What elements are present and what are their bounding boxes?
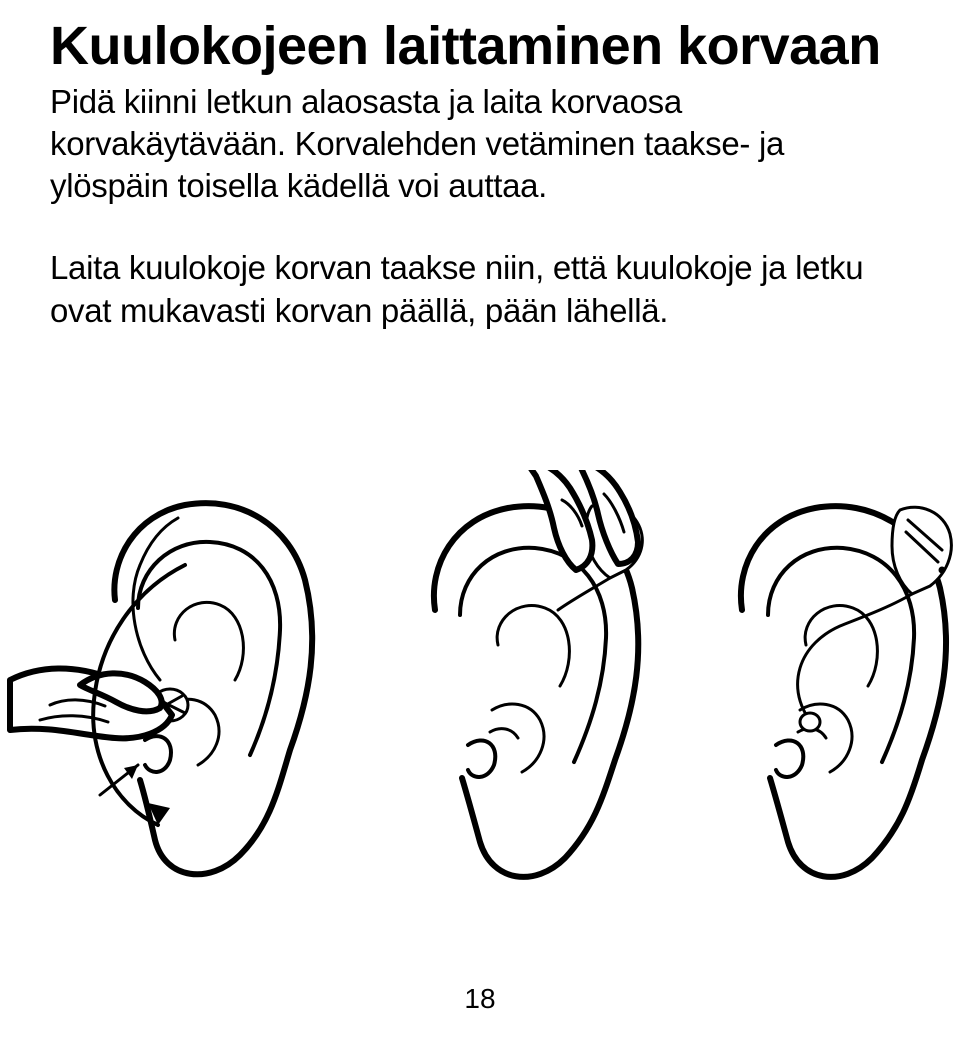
illustration bbox=[0, 470, 960, 905]
paragraph-2: Laita kuulokoje korvan taakse niin, että… bbox=[50, 247, 910, 331]
manual-page: Kuulokojeen laittaminen korvaan Pidä kii… bbox=[0, 0, 960, 1039]
paragraph-1: Pidä kiinni letkun alaosasta ja laita ko… bbox=[50, 81, 910, 208]
page-title: Kuulokojeen laittaminen korvaan bbox=[50, 18, 910, 75]
page-number: 18 bbox=[0, 983, 960, 1015]
